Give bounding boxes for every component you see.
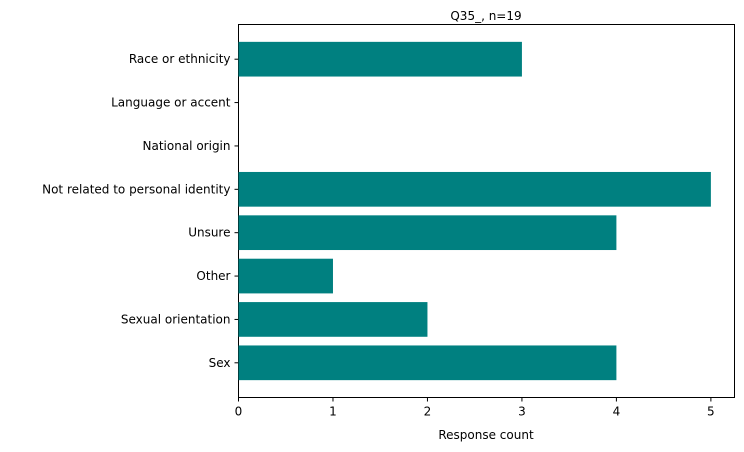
category-labels: Race or ethnicity Language or accent Natio… [42, 52, 239, 370]
category-label-1: Language or accent [111, 96, 231, 110]
x-tick-label-2: 2 [424, 405, 432, 419]
bar-6 [238, 302, 428, 337]
category-label-3: Not related to personal identity [42, 182, 230, 196]
x-tick-label-5: 5 [707, 405, 715, 419]
x-tick-label-0: 0 [235, 405, 243, 419]
bar-3 [238, 171, 711, 207]
x-axis-label: Response count [438, 428, 534, 442]
bars-layer [238, 41, 711, 381]
bar-4 [238, 215, 617, 251]
category-label-2: National origin [143, 139, 231, 153]
plot-area [238, 24, 735, 398]
category-label-0: Race or ethnicity [129, 52, 231, 66]
category-label-7: Sex [209, 356, 231, 370]
x-tick-label-3: 3 [518, 405, 526, 419]
x-tick-label-1: 1 [329, 405, 337, 419]
bar-0 [238, 41, 522, 77]
category-label-5: Other [196, 269, 230, 283]
x-tick-label-4: 4 [613, 405, 621, 419]
bar-7 [238, 345, 617, 381]
chart-title: Q35_, n=19 [450, 9, 521, 23]
category-label-4: Unsure [188, 226, 230, 240]
x-axis-ticks: 0 1 2 3 4 5 [235, 397, 715, 419]
bar-5 [238, 258, 333, 294]
category-label-6: Sexual orientation [121, 312, 231, 326]
